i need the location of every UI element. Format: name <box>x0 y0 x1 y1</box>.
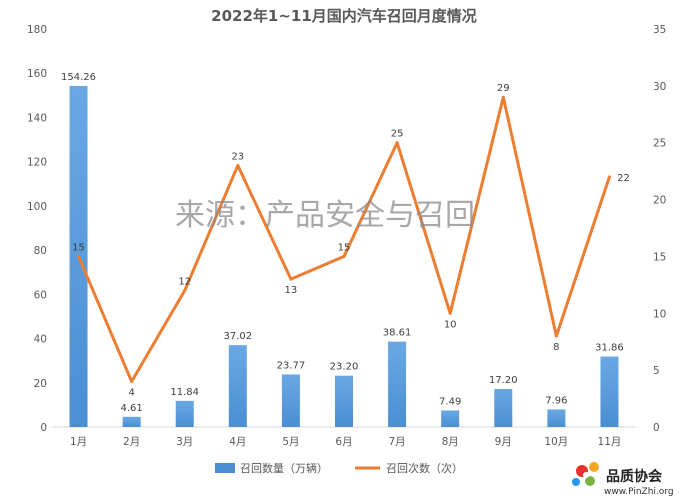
line-data-label: 8 <box>553 342 559 353</box>
right-tick-label: 20 <box>653 195 666 207</box>
right-tick-label: 5 <box>653 365 660 377</box>
left-y-axis: 0 20 40 60 80 100 120 140 160 180 <box>27 24 47 434</box>
x-tick-label: 5月 <box>282 436 299 448</box>
line-point <box>395 141 399 145</box>
line-point <box>448 311 452 315</box>
logo-name: 品质协会 <box>606 468 663 485</box>
line-point <box>554 334 558 338</box>
line-data-label: 12 <box>178 277 191 288</box>
line-point <box>130 380 134 384</box>
left-tick-label: 20 <box>34 378 47 390</box>
line-data-label: 13 <box>285 285 298 296</box>
bar-data-labels: 154.26 4.61 11.84 37.02 23.77 23.20 38.61 7.49 1… <box>61 72 624 414</box>
bar-data-label: 37.02 <box>223 331 252 342</box>
x-tick-label: 2月 <box>123 436 140 448</box>
x-tick-label: 3月 <box>176 436 193 448</box>
bar <box>228 345 247 427</box>
bar-data-label: 154.26 <box>61 72 96 83</box>
line-data-label: 15 <box>72 242 85 253</box>
line-point <box>77 254 81 258</box>
x-tick-label: 1月 <box>70 436 87 448</box>
line-point <box>289 277 293 281</box>
right-tick-label: 0 <box>653 422 660 434</box>
right-y-axis: 0 5 10 15 20 25 30 35 <box>653 24 666 434</box>
right-tick-label: 35 <box>653 24 666 36</box>
bar-data-label: 31.86 <box>595 343 624 354</box>
x-tick-label: 10月 <box>544 436 568 448</box>
flower-icon <box>572 462 599 486</box>
left-tick-label: 0 <box>40 422 47 434</box>
bar-data-label: 38.61 <box>383 328 412 339</box>
bar <box>335 375 353 427</box>
bar-data-label: 23.20 <box>330 362 359 373</box>
bar <box>547 409 566 427</box>
bar <box>281 374 300 427</box>
bar <box>494 388 513 427</box>
bar <box>388 341 407 427</box>
line-data-label: 15 <box>338 242 351 253</box>
line-data-labels: 15 4 12 23 13 15 25 10 29 8 22 <box>72 83 630 398</box>
right-tick-label: 25 <box>653 138 666 150</box>
legend: 召回数量（万辆） 召回次数（次） <box>215 461 463 475</box>
line-point <box>501 95 505 99</box>
left-tick-label: 180 <box>27 24 47 36</box>
line-point <box>342 254 346 258</box>
left-tick-label: 160 <box>27 68 47 80</box>
line-data-label: 4 <box>128 388 134 399</box>
line-data-label: 23 <box>231 151 244 162</box>
right-tick-label: 15 <box>653 251 666 263</box>
left-tick-label: 80 <box>34 245 47 257</box>
pinzhi-logo: 品质协会 www.PinZhi.org <box>572 462 674 497</box>
line-data-label: 10 <box>444 319 457 330</box>
right-tick-label: 10 <box>653 308 666 320</box>
x-tick-label: 11月 <box>598 436 622 448</box>
bar-data-label: 17.20 <box>489 375 518 386</box>
recall-count-line <box>77 95 611 384</box>
x-tick-label: 6月 <box>335 436 352 448</box>
bar <box>122 416 141 427</box>
line-data-label: 29 <box>497 83 510 94</box>
x-tick-label: 7月 <box>388 436 405 448</box>
x-axis-ticks: 1月 2月 3月 4月 5月 6月 7月 8月 9月 10月 11月 <box>70 436 621 448</box>
line-data-label: 25 <box>391 129 404 140</box>
bar-data-label: 7.49 <box>439 396 461 407</box>
x-tick-label: 4月 <box>229 436 246 448</box>
left-tick-label: 120 <box>27 157 47 169</box>
legend-bar-swatch <box>215 463 235 473</box>
left-tick-label: 140 <box>27 112 47 124</box>
left-tick-label: 60 <box>34 289 47 301</box>
right-tick-label: 30 <box>653 81 666 93</box>
bar-data-label: 7.96 <box>545 395 567 406</box>
x-tick-label: 9月 <box>495 436 512 448</box>
left-tick-label: 40 <box>34 334 47 346</box>
bar-data-label: 11.84 <box>170 387 199 398</box>
chart-title: 2022年1~11月国内汽车召回月度情况 <box>211 7 477 25</box>
source-watermark: 来源：产品安全与召回 <box>175 198 475 233</box>
bar-data-label: 4.61 <box>121 403 143 414</box>
logo-url: www.PinZhi.org <box>604 487 674 497</box>
line-data-label: 22 <box>617 173 630 184</box>
line-point <box>607 175 611 179</box>
legend-bar-label: 召回数量（万辆） <box>240 461 328 475</box>
bar <box>600 356 619 427</box>
bar <box>441 410 460 427</box>
bar-data-label: 23.77 <box>277 360 306 371</box>
x-tick-label: 8月 <box>442 436 459 448</box>
line-point <box>236 163 240 167</box>
legend-line-label: 召回次数（次） <box>386 461 463 475</box>
line-point <box>183 289 187 293</box>
line-series <box>77 95 611 384</box>
bar <box>175 400 194 427</box>
left-tick-label: 100 <box>27 201 47 213</box>
